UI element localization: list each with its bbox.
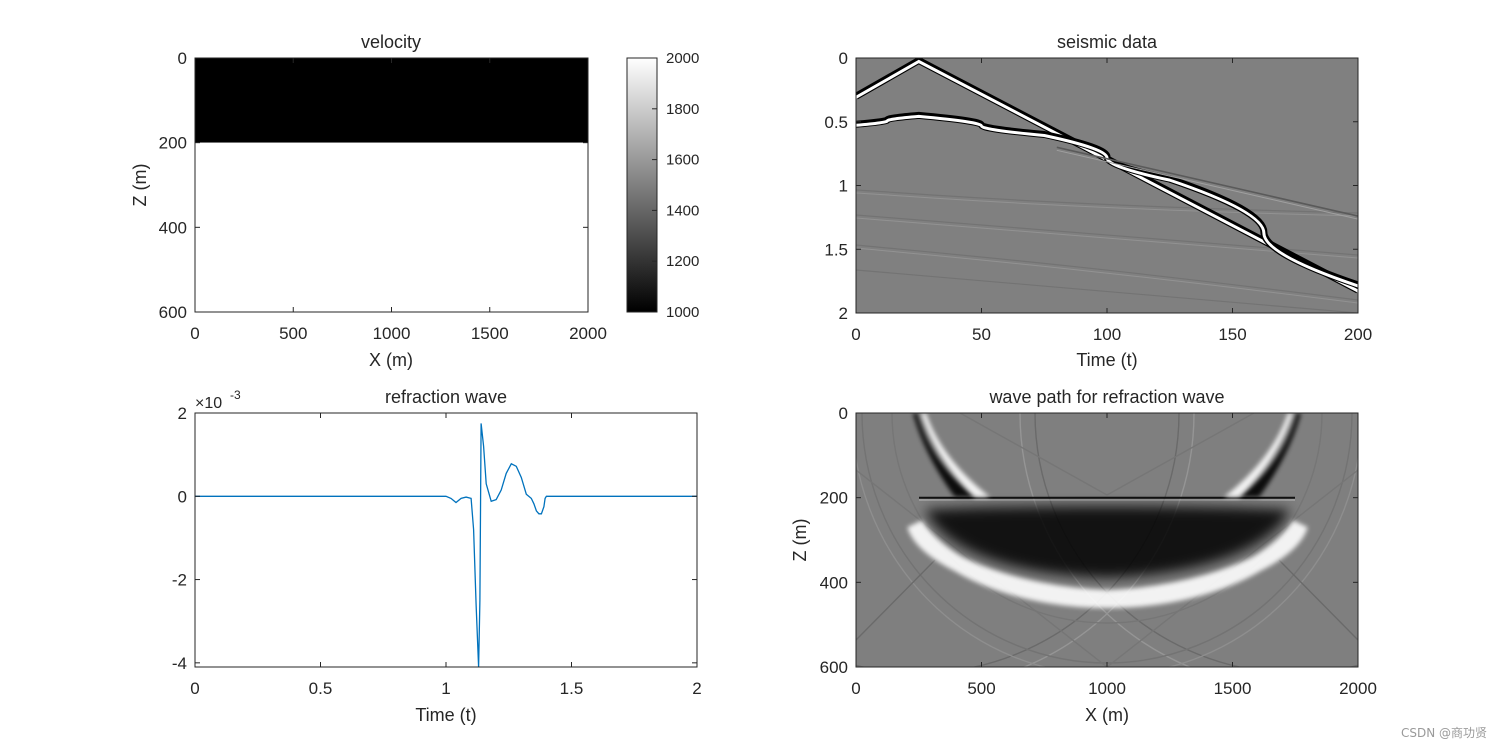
colorbar-tick-label: 1200 bbox=[666, 253, 699, 270]
refraction-xlabel: Time (t) bbox=[415, 705, 476, 725]
refraction-xtick-label: 0 bbox=[190, 679, 199, 698]
colorbar-tick-label: 2000 bbox=[666, 50, 699, 67]
seismic-ytick-label: 2 bbox=[839, 304, 848, 323]
seismic-xtick-label: 0 bbox=[851, 325, 860, 344]
wavepath-bright-band bbox=[907, 520, 1308, 609]
wavepath-xtick-label: 2000 bbox=[1339, 679, 1377, 698]
velocity-layers bbox=[195, 58, 588, 312]
refraction-wave-line bbox=[195, 423, 697, 667]
refraction-exponent: ×10 -3 bbox=[195, 388, 241, 412]
refraction-ytick-label: 2 bbox=[178, 404, 187, 423]
refraction-xtick-label: 2 bbox=[692, 679, 701, 698]
refraction-x-ticks: 0 0.5 1 1.5 2 bbox=[190, 413, 702, 698]
seismic-event-direct-wave bbox=[856, 59, 1358, 293]
colorbar-tick-label: 1400 bbox=[666, 202, 699, 219]
wavepath-x-ticks: 0 500 1000 1500 2000 bbox=[851, 413, 1377, 698]
wavepath-title: wave path for refraction wave bbox=[988, 387, 1224, 407]
velocity-xtick-label: 0 bbox=[190, 324, 199, 343]
wavepath-dark-band bbox=[925, 506, 1290, 578]
velocity-xtick-label: 1000 bbox=[373, 324, 411, 343]
velocity-xtick-label: 500 bbox=[279, 324, 307, 343]
wavepath-receiver-leg bbox=[1224, 413, 1301, 497]
seismic-ytick-label: 0.5 bbox=[824, 113, 848, 132]
seismic-event-reflection bbox=[856, 114, 1358, 288]
velocity-ylabel: Z (m) bbox=[130, 164, 150, 207]
velocity-ytick-label: 200 bbox=[159, 134, 187, 153]
velocity-ytick-label: 600 bbox=[159, 303, 187, 322]
wavepath-ytick-label: 600 bbox=[820, 658, 848, 677]
velocity-xtick-label: 2000 bbox=[569, 324, 607, 343]
seismic-ytick-label: 1.5 bbox=[824, 240, 848, 259]
wavepath-panel: wave path for refraction wave bbox=[790, 387, 1377, 725]
seismic-xtick-label: 200 bbox=[1344, 325, 1372, 344]
colorbar-gradient bbox=[626, 57, 658, 313]
seismic-title: seismic data bbox=[1057, 32, 1158, 52]
velocity-ytick-label: 400 bbox=[159, 218, 187, 237]
wavepath-ylabel: Z (m) bbox=[790, 519, 810, 562]
exponent-base: ×10 bbox=[195, 395, 222, 412]
wavepath-y-ticks: 0 200 400 600 bbox=[820, 404, 1358, 677]
refraction-xtick-label: 1.5 bbox=[560, 679, 584, 698]
colorbar-tick-label: 1600 bbox=[666, 152, 699, 169]
watermark: CSDN @商功贤 bbox=[1400, 726, 1487, 740]
wavepath-ytick-label: 400 bbox=[820, 573, 848, 592]
wavepath-xlabel: X (m) bbox=[1085, 705, 1129, 725]
seismic-xlabel: Time (t) bbox=[1076, 350, 1137, 370]
velocity-layer bbox=[195, 142, 588, 312]
seismic-events bbox=[856, 58, 1358, 294]
velocity-xlabel: X (m) bbox=[369, 350, 413, 370]
velocity-colorbar: 1000 1200 1400 1600 1800 2000 bbox=[626, 50, 699, 321]
seismic-ytick-label: 0 bbox=[839, 49, 848, 68]
seismic-x-ticks: 0 50 100 150 200 bbox=[851, 58, 1372, 344]
refraction-ytick-label: 0 bbox=[178, 487, 187, 506]
colorbar-tick-label: 1000 bbox=[666, 304, 699, 321]
seismic-panel: seismic data 0 50 100 150 200 0 0.5 1 1.5 2 Time… bbox=[824, 32, 1372, 370]
seismic-background bbox=[856, 58, 1358, 313]
seismic-xtick-label: 100 bbox=[1093, 325, 1121, 344]
refraction-ytick-label: -4 bbox=[172, 654, 187, 673]
velocity-y-ticks: 0 200 400 600 bbox=[159, 49, 588, 322]
wavepath-xtick-label: 500 bbox=[967, 679, 995, 698]
velocity-layer bbox=[195, 58, 588, 143]
velocity-title: velocity bbox=[361, 32, 421, 52]
velocity-panel: velocity 0 500 1000 1500 2000 0 200 400 600 X (… bbox=[130, 32, 699, 370]
seismic-y-ticks: 0 0.5 1 1.5 2 bbox=[824, 49, 1358, 323]
wavepath-ytick-label: 0 bbox=[839, 404, 848, 423]
refraction-ytick-label: -2 bbox=[172, 571, 187, 590]
wavepath-ytick-label: 200 bbox=[820, 489, 848, 508]
colorbar-ticks: 1000 1200 1400 1600 1800 2000 bbox=[652, 50, 699, 321]
exponent-power: -3 bbox=[230, 388, 241, 402]
velocity-xtick-label: 1500 bbox=[471, 324, 509, 343]
seismic-xtick-label: 50 bbox=[972, 325, 991, 344]
refraction-xtick-label: 1 bbox=[441, 679, 450, 698]
seismic-event-refraction-light bbox=[1056, 149, 1358, 220]
wavepath-xtick-label: 0 bbox=[851, 679, 860, 698]
seismic-event-refraction bbox=[1056, 146, 1358, 217]
refraction-y-ticks: -4 -2 0 2 bbox=[172, 404, 697, 673]
refraction-axes-box bbox=[194, 412, 698, 668]
refraction-xtick-label: 0.5 bbox=[309, 679, 333, 698]
seismic-xtick-label: 150 bbox=[1218, 325, 1246, 344]
seismic-ytick-label: 1 bbox=[839, 177, 848, 196]
refraction-title: refraction wave bbox=[385, 387, 507, 407]
wavepath-xtick-label: 1500 bbox=[1214, 679, 1252, 698]
velocity-ytick-label: 0 bbox=[178, 49, 187, 68]
velocity-x-ticks: 0 500 1000 1500 2000 bbox=[190, 58, 607, 343]
wavepath-source-leg bbox=[913, 413, 990, 497]
wavepath-xtick-label: 1000 bbox=[1088, 679, 1126, 698]
refraction-panel: refraction wave ×10 -3 0 0.5 1 1.5 2 -4-202 … bbox=[172, 387, 702, 725]
colorbar-tick-label: 1800 bbox=[666, 101, 699, 118]
